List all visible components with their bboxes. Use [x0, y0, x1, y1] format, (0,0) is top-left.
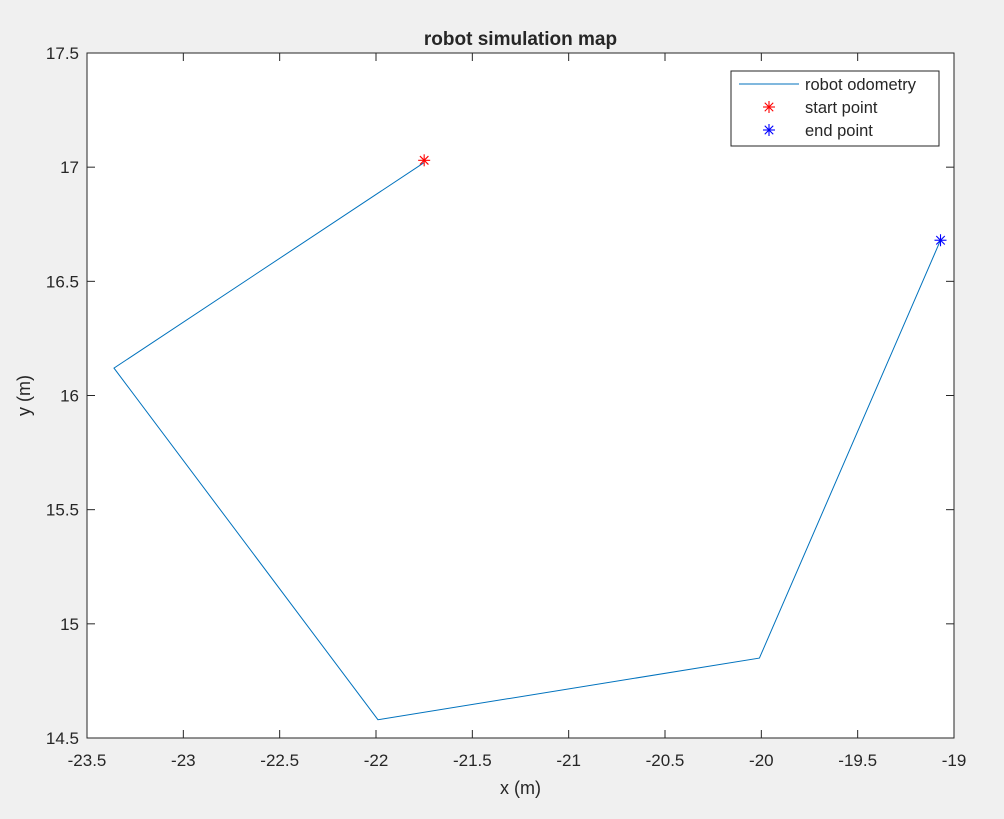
y-tick-label: 15.5 [46, 501, 79, 520]
x-axis-label: x (m) [500, 778, 541, 798]
plot-area [113, 154, 947, 721]
legend-entry: robot odometry [739, 76, 917, 94]
x-tick-label: -23.5 [68, 751, 107, 770]
y-tick-label: 14.5 [46, 729, 79, 748]
legend-entry: end point [763, 122, 873, 140]
y-tick-label: 16 [60, 387, 79, 406]
x-tick-label: -20.5 [646, 751, 685, 770]
asterisk-stroke [419, 155, 429, 165]
x-tick-label: -22 [364, 751, 389, 770]
y-tick-label: 17.5 [46, 44, 79, 63]
axes-background [87, 53, 954, 738]
axes-frame [86, 52, 955, 739]
legend-label: end point [805, 122, 873, 140]
y-tick-label: 17 [60, 158, 79, 177]
x-tick-label: -21.5 [453, 751, 492, 770]
asterisk-stroke [764, 102, 774, 112]
y-tick-label: 15 [60, 615, 79, 634]
x-tick-label: -20 [749, 751, 774, 770]
y-axis-ticks: 14.5 15 15.5 16 16.5 17 17.5 [46, 44, 954, 748]
asterisk-stroke [764, 125, 774, 135]
legend-label: start point [805, 99, 878, 117]
x-axis-ticks: -23.5 -23 -22.5 -22 -21.5 -21 -20.5 -20 -19.5 -19 [68, 53, 967, 770]
y-axis-label: y (m) [14, 375, 34, 416]
legend-marker-swatch [763, 124, 775, 136]
y-tick-label: 16.5 [46, 272, 79, 291]
legend-entry: start point [763, 99, 878, 117]
x-tick-label: -21 [556, 751, 581, 770]
x-tick-label: -19.5 [838, 751, 877, 770]
legend: robot odometry start point end point [730, 70, 940, 147]
start-point-marker [418, 154, 431, 167]
asterisk-stroke [935, 235, 946, 245]
legend-label: robot odometry [805, 76, 917, 94]
end-point-marker [934, 234, 947, 247]
x-tick-label: -22.5 [260, 751, 299, 770]
odometry-line [113, 162, 941, 721]
legend-marker-swatch [763, 101, 775, 113]
chart-title: robot simulation map [424, 29, 617, 50]
x-tick-label: -19 [942, 751, 967, 770]
x-tick-label: -23 [171, 751, 196, 770]
